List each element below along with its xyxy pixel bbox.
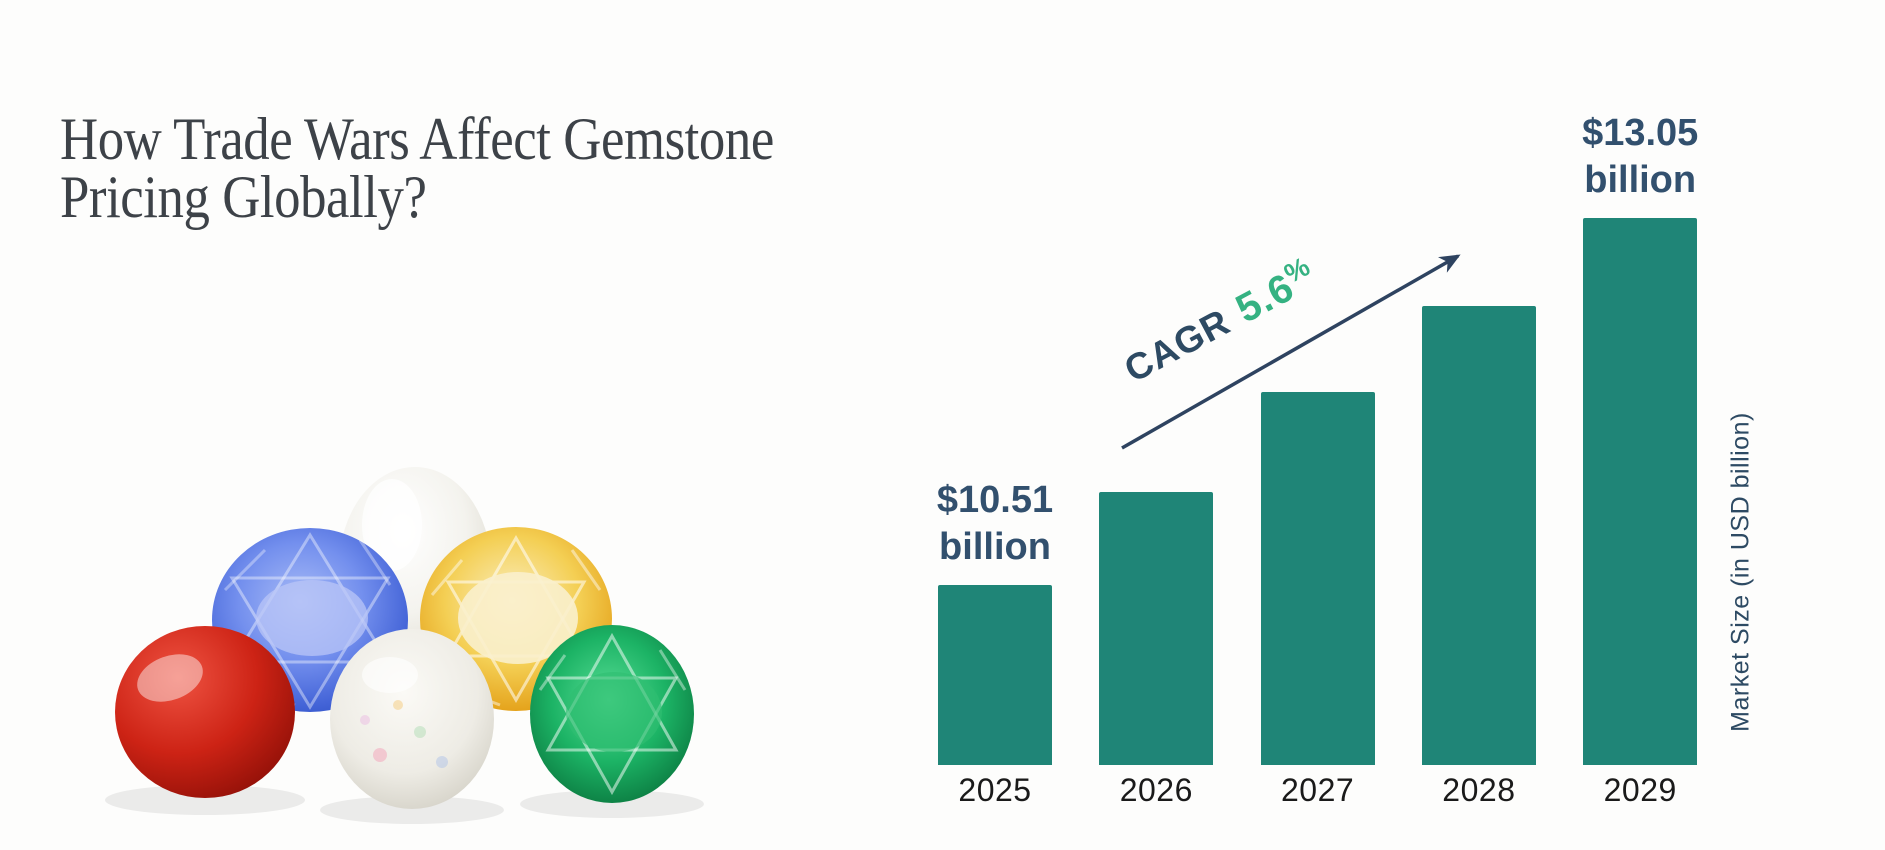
red-coral-gem bbox=[115, 626, 295, 798]
x-tick-2026: 2026 bbox=[1119, 772, 1193, 808]
page-title: How Trade Wars Affect Gemstone Pricing G… bbox=[60, 106, 852, 230]
bar-2027 bbox=[1260, 392, 1375, 765]
page-title-line1: How Trade Wars Affect Gemstone bbox=[60, 106, 774, 172]
white-opal-gem bbox=[330, 629, 494, 809]
value-label-2025-amount: $10.51 bbox=[936, 479, 1054, 521]
green-emerald-gem bbox=[530, 625, 694, 803]
x-tick-2027: 2027 bbox=[1281, 772, 1355, 808]
bar-2025 bbox=[938, 585, 1052, 765]
x-tick-2029: 2029 bbox=[1603, 772, 1677, 808]
value-label-2029-unit: billion bbox=[1584, 159, 1697, 201]
value-label-2025: $10.51 billion bbox=[937, 477, 1053, 571]
value-label-2025-unit: billion bbox=[939, 526, 1051, 568]
gem-shadows bbox=[105, 785, 704, 824]
bar-2026 bbox=[1099, 492, 1214, 765]
x-tick-2025: 2025 bbox=[958, 772, 1032, 808]
cagr-annotation: CAGR5.6% bbox=[1115, 251, 1323, 392]
x-tick-2028: 2028 bbox=[1442, 772, 1516, 808]
gemstones-image bbox=[105, 467, 704, 824]
page-title-line2: Pricing Globally? bbox=[60, 164, 427, 230]
y-axis-label: Market Size (in USD billion) bbox=[1726, 412, 1755, 732]
cagr-label: CAGR bbox=[1117, 301, 1237, 391]
bar-2029 bbox=[1583, 218, 1698, 765]
bar-2028 bbox=[1421, 306, 1536, 765]
value-label-2029-amount: $13.05 bbox=[1582, 112, 1699, 154]
value-label-2029: $13.05 billion bbox=[1582, 110, 1698, 204]
